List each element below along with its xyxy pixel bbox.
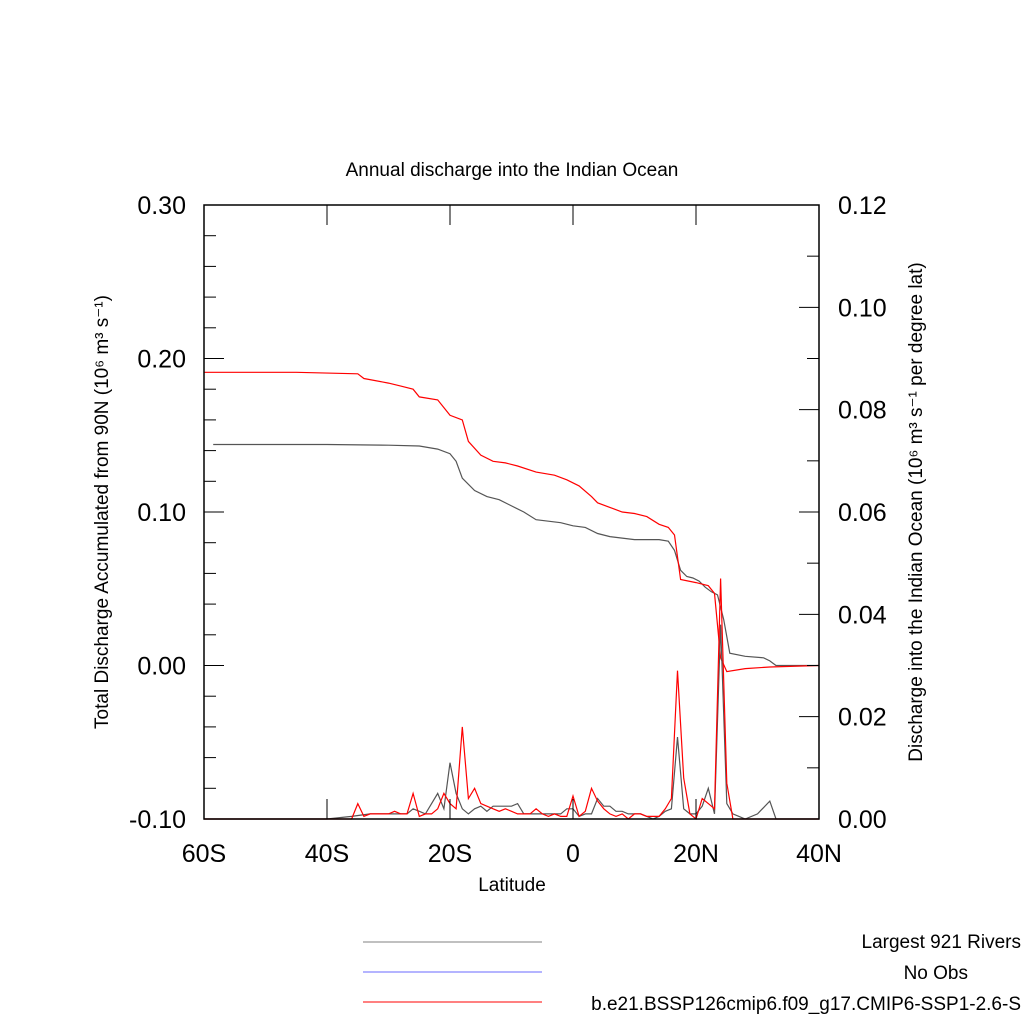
ticks-layer: 60S 40S 20S 0 20N 40N -0.10 0.00 0.10 0.20 0.30 0.0… (129, 192, 887, 868)
y-left-tick-label-0.1: 0.10 (137, 499, 186, 527)
y-right-tick-label-0.1: 0.10 (838, 294, 887, 322)
x-tick-label--60: 60S (182, 840, 226, 868)
x-tick-label--40: 40S (305, 840, 349, 868)
x-tick-label-20: 20N (673, 840, 719, 868)
x-axis-label: Latitude (478, 875, 546, 896)
y-right-tick-label-0.02: 0.02 (838, 704, 887, 732)
y-left-tick-label--0.1: -0.10 (129, 806, 186, 834)
legend-label-no-obs: No Obs (904, 963, 968, 984)
x-tick-label--20: 20S (428, 840, 472, 868)
y-left-tick-label-0.3: 0.30 (137, 192, 186, 220)
series-layer (204, 371, 820, 821)
chart-title: Annual discharge into the Indian Ocean (346, 160, 679, 181)
y-right-tick-label-0.04: 0.04 (838, 601, 887, 629)
y-right-tick-label-0.12: 0.12 (838, 192, 887, 220)
x-tick-label-0: 0 (566, 840, 580, 868)
legend-label-rivers: Largest 921 Rivers (862, 932, 1021, 953)
y-right-tick-label-0: 0.00 (838, 806, 887, 834)
legend-label-model: b.e21.BSSP126cmip6.f09_g17.CMIP6-SSP1-2.… (591, 994, 1021, 1015)
legend: Largest 921 Rivers No Obs b.e21.BSSP126c… (363, 932, 1021, 1015)
plot-frame (203, 204, 820, 820)
series-line-1 (204, 371, 820, 673)
y-left-tick-label-0.2: 0.20 (137, 346, 186, 374)
y-right-tick-label-0.06: 0.06 (838, 499, 887, 527)
series-line-3 (204, 578, 819, 821)
series-line-2 (204, 624, 819, 820)
y-axis-label-left: Total Discharge Accumulated from 90N (10… (92, 295, 113, 729)
x-tick-label-40: 40N (796, 840, 842, 868)
y-axis-label-right: Discharge into the Indian Ocean (10⁶ m³ … (906, 262, 927, 761)
y-right-tick-label-0.08: 0.08 (838, 397, 887, 425)
y-left-tick-label-0: 0.00 (137, 653, 186, 681)
series-line-0 (213, 443, 819, 667)
